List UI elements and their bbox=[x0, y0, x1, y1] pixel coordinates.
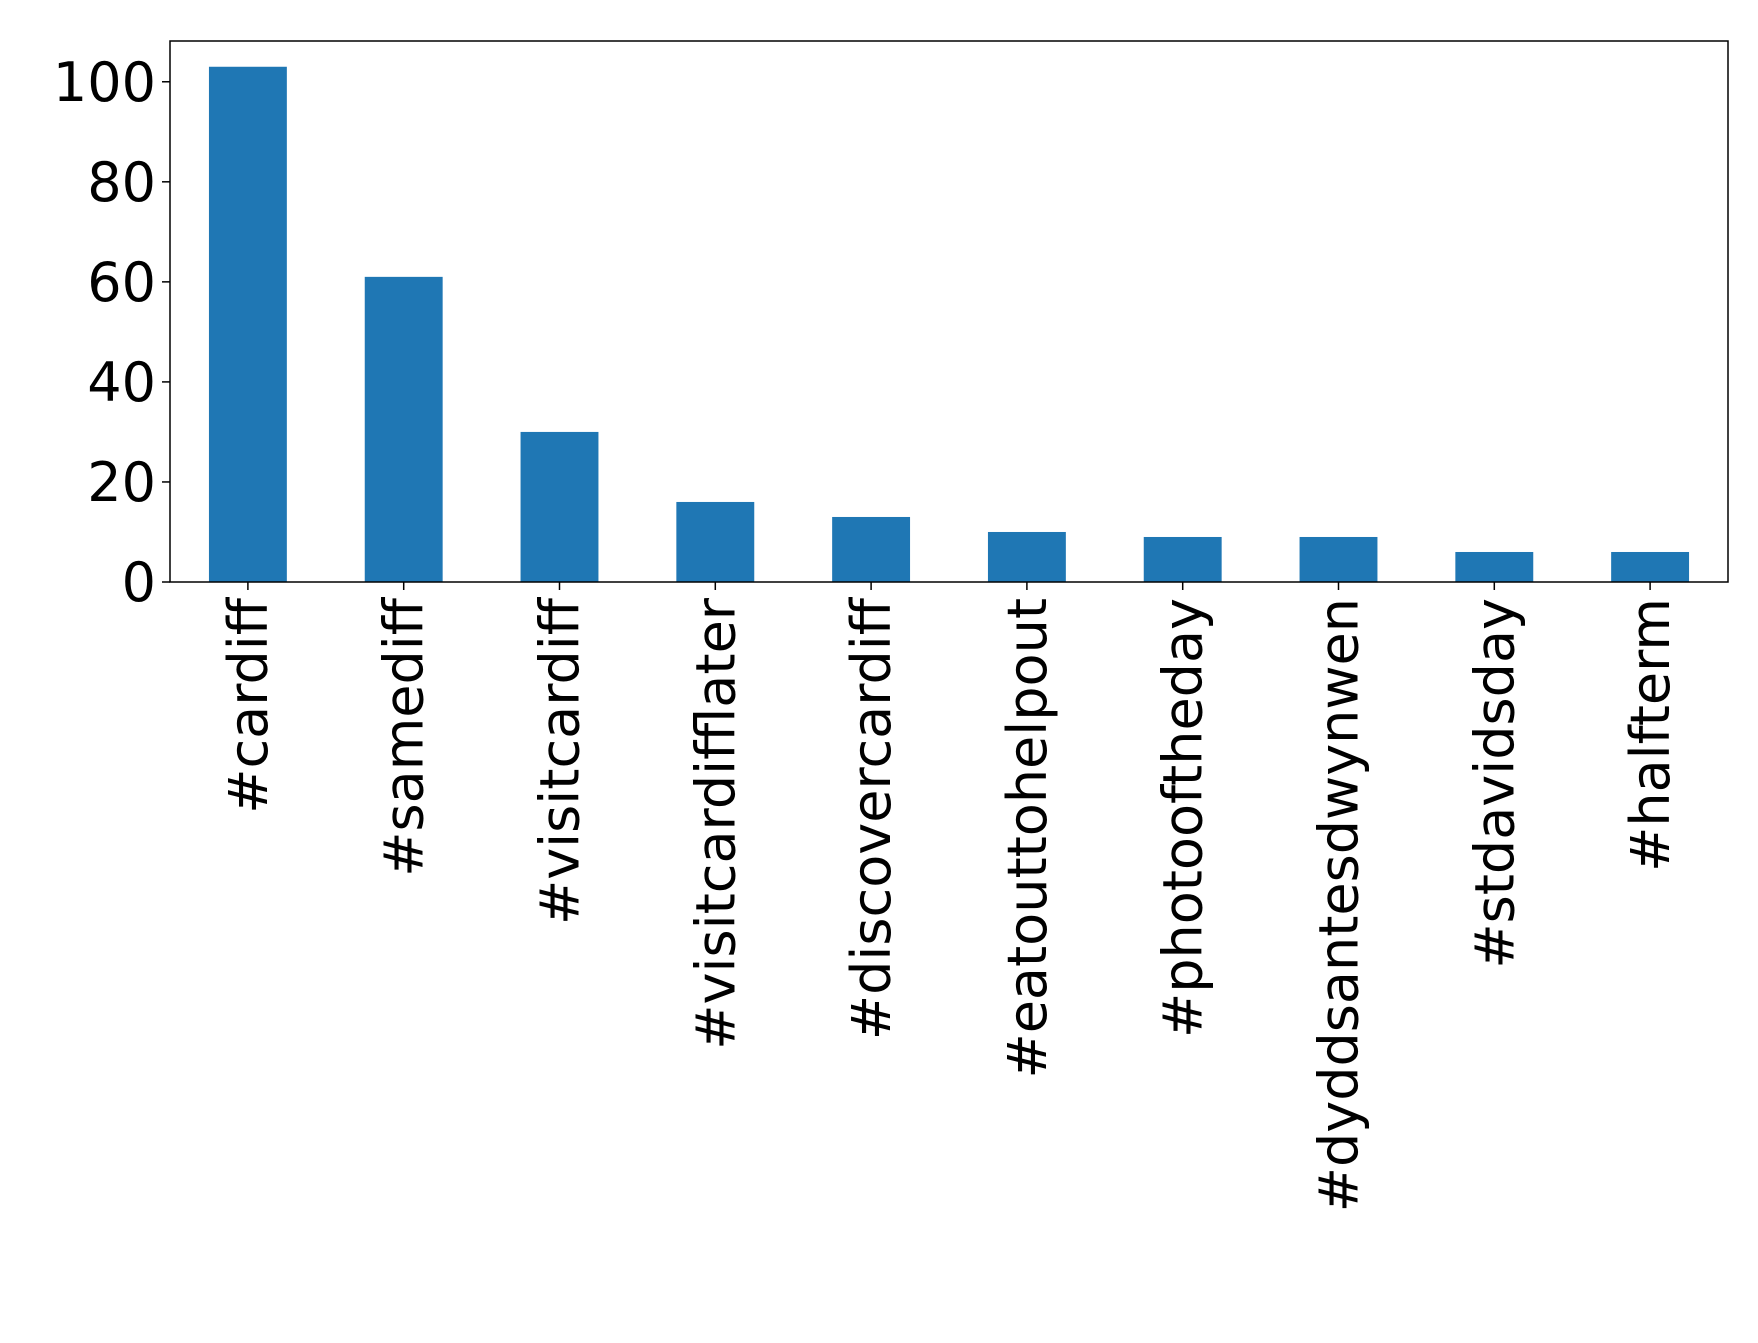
y-tick-label: 60 bbox=[87, 251, 156, 314]
y-tick-label: 40 bbox=[87, 351, 156, 414]
x-tick-label: #discovercardiff bbox=[840, 596, 903, 1040]
bar bbox=[987, 531, 1066, 582]
x-tick-label: #samediff bbox=[373, 596, 436, 877]
bar bbox=[1455, 551, 1534, 582]
y-tick-label: 0 bbox=[122, 551, 156, 614]
x-tick-label: #stdavidsday bbox=[1463, 598, 1526, 969]
bar bbox=[676, 501, 755, 582]
y-tick-label: 80 bbox=[87, 151, 156, 214]
bar bbox=[832, 516, 911, 582]
bar bbox=[208, 66, 287, 582]
bar bbox=[1611, 551, 1690, 582]
x-tick-label: #photooftheday bbox=[1152, 598, 1215, 1038]
x-tick-label: #cardiff bbox=[217, 596, 280, 814]
x-tick-label: #visitcardifflater bbox=[684, 597, 747, 1050]
plot-frame bbox=[169, 40, 1729, 583]
bar bbox=[364, 276, 443, 582]
x-tick-label: #dyddsantesdwynwen bbox=[1308, 598, 1371, 1212]
y-tick-label: 100 bbox=[53, 51, 156, 114]
bar bbox=[1299, 536, 1378, 582]
x-tick-label: #visitcardiff bbox=[529, 596, 592, 925]
bar bbox=[520, 431, 599, 582]
x-tick-label: #halfterm bbox=[1619, 598, 1682, 872]
bar bbox=[1143, 536, 1222, 582]
y-tick-label: 20 bbox=[87, 451, 156, 514]
x-tick-label: #eatouttohelpout bbox=[996, 598, 1059, 1079]
